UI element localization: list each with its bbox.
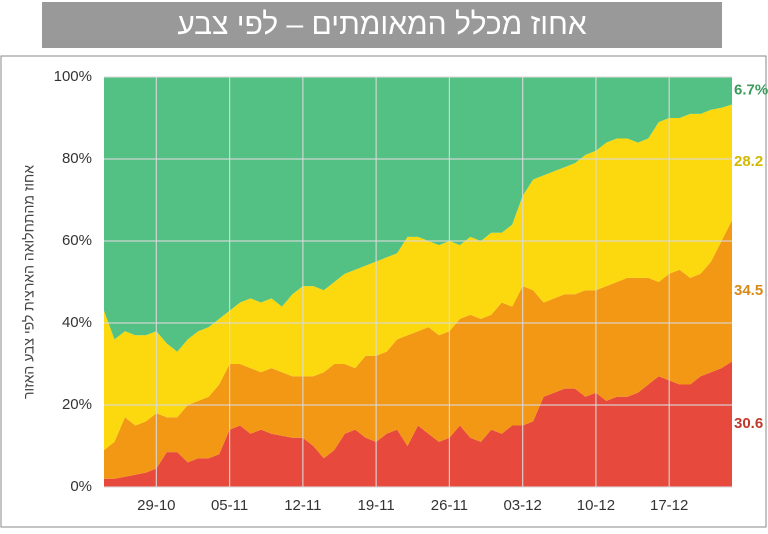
y-tick-label: 40% [62,314,92,331]
chart-title: אחוז מכלל המאומתים – לפי צבע [177,8,587,41]
x-tick-label: 05-11 [211,497,248,514]
end-label: 28.2 [734,153,763,170]
x-tick-label: 26-11 [431,497,468,514]
x-tick-label: 10-12 [577,497,615,514]
y-axis-label: אחוז מהתחלואה הארצית לפי צבע האזור [21,165,37,399]
x-tick-label: 03-12 [503,497,541,514]
x-tick-label: 17-12 [650,497,688,514]
end-label: 30.6 [734,415,763,432]
y-tick-label: 80% [62,150,92,167]
x-tick-label: 19-11 [358,497,395,514]
x-tick-label: 12-11 [284,497,321,514]
end-label: 6.7% [734,82,768,99]
area [104,77,732,352]
area [104,220,732,479]
y-tick-label: 60% [62,232,92,249]
y-tick-label: 100% [54,68,92,85]
x-tick-label: 29-10 [137,497,175,514]
y-tick-label: 20% [62,396,92,413]
y-tick-label: 0% [70,478,92,495]
title-bar [42,2,722,48]
area [104,104,732,451]
area [104,361,732,487]
end-label: 34.5 [734,282,763,299]
